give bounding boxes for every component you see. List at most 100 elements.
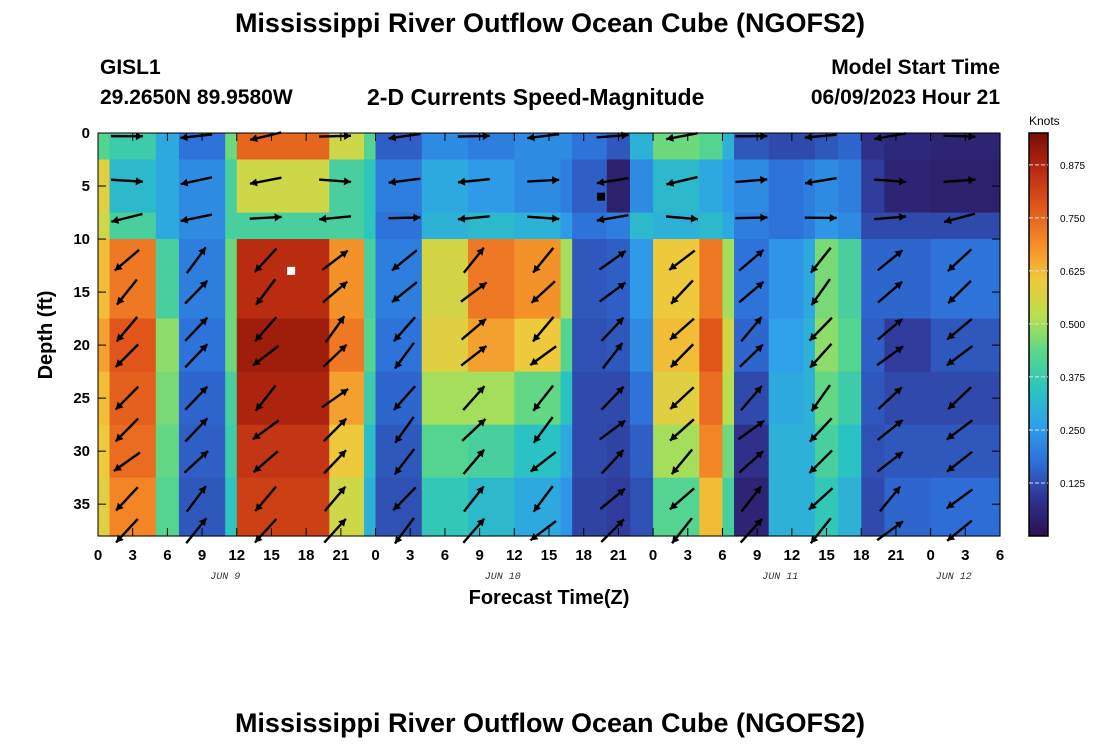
heat-cell [363, 159, 377, 214]
vector-arrow [457, 214, 490, 223]
arrow-head [478, 345, 487, 354]
heat-cell [560, 159, 573, 214]
heat-cell [803, 159, 816, 214]
vector-arrow [115, 518, 139, 544]
heat-cell [98, 133, 111, 161]
colorbar-ramp [1028, 132, 1049, 537]
heat-cell [884, 424, 932, 479]
heat-cell [363, 477, 377, 537]
vector-arrow [249, 176, 282, 187]
heat-cell [734, 239, 770, 320]
vector-arrow [943, 176, 976, 185]
arrow-head [392, 262, 400, 271]
vector-arrow [737, 419, 766, 441]
arrow-head [180, 215, 189, 224]
arrow-head [810, 535, 819, 544]
heat-cell [629, 318, 654, 373]
heat-cell [699, 239, 724, 320]
heat-cell [225, 133, 238, 161]
x-axis: 0 3 6 9 12 15 18 21 0 3 6 9 12 15 18 21 0 3 6 9 12 15 18 21 0 3 6 J… [94, 133, 1004, 583]
colorbar: Knots 0.125 0.250 0.375 0.500 0.625 0.750 0.87… [1028, 114, 1085, 537]
heat-cell [155, 424, 180, 479]
vector-arrow [322, 343, 348, 368]
arrow-head [671, 466, 680, 475]
arrow-head [946, 432, 955, 440]
heat-cell [560, 477, 573, 537]
vector-arrow [879, 485, 902, 513]
vector-arrow [322, 280, 349, 304]
vector-arrow [804, 176, 837, 187]
arrow-head [946, 464, 955, 472]
heat-cell [375, 159, 423, 214]
arrow-head [198, 486, 206, 495]
heat-cell [838, 133, 862, 161]
vector-arrow [738, 450, 765, 474]
arrow-head [894, 419, 903, 428]
heat-cell [560, 133, 573, 161]
colorbar-tick-label: 0.750 [1060, 214, 1085, 225]
x-tick-label: 0 [94, 547, 102, 564]
heat-cell [109, 371, 157, 426]
vector-arrow [876, 249, 904, 272]
vector-arrow [876, 520, 904, 542]
x-tick-label: 6 [718, 547, 726, 564]
arrow-head [116, 333, 125, 342]
heat-cell [421, 239, 469, 320]
arrow-head [388, 133, 397, 142]
vector-arrow [253, 247, 278, 273]
arrow-head [482, 131, 490, 140]
heat-cell [861, 212, 885, 240]
arrow-head [532, 333, 541, 342]
vector-arrow [877, 317, 904, 341]
heat-cell [838, 424, 862, 479]
arrow-head [811, 297, 819, 306]
vector-arrow [738, 248, 765, 272]
heat-cell [699, 318, 724, 373]
heat-cell [225, 318, 238, 373]
arrow-head [894, 451, 903, 460]
vector-arrow [600, 316, 625, 342]
heat-cell [722, 212, 735, 240]
vector-arrow [460, 344, 488, 367]
vector-arrow [321, 387, 349, 409]
arrow-head [615, 317, 624, 326]
heat-cell [768, 424, 805, 479]
arrow-head [804, 178, 813, 187]
heat-cell [560, 239, 573, 320]
vector-arrow [671, 517, 693, 544]
vector-arrow [111, 212, 143, 224]
heat-cell [468, 424, 515, 479]
heat-cell [155, 318, 180, 373]
date-label: JUN 12 [936, 572, 972, 583]
y-tick-label: 20 [73, 337, 90, 354]
arrow-head [111, 216, 120, 224]
heat-cell [572, 239, 608, 320]
arrow-head [760, 213, 768, 222]
station-marker [287, 266, 296, 275]
vector-arrow [808, 417, 833, 443]
vector-arrow [254, 518, 278, 544]
heat-cell [838, 212, 862, 240]
arrow-head [551, 176, 560, 185]
heat-cell [421, 371, 469, 426]
vector-arrow [113, 248, 140, 272]
arrow-head [115, 502, 124, 511]
arrow-head [338, 450, 347, 458]
heat-cell [699, 371, 724, 426]
vector-arrow [666, 175, 698, 187]
arrow-head [339, 250, 348, 259]
vector-arrow [668, 249, 696, 271]
vector-arrow [874, 213, 907, 222]
vector-arrow [115, 316, 139, 343]
vector-arrow [810, 384, 831, 412]
heat-cell [178, 159, 226, 214]
heat-cell [768, 133, 805, 161]
vector-arrow [804, 133, 837, 141]
vector-arrow [946, 318, 973, 341]
arrow-head [947, 331, 956, 340]
vector-arrow [388, 177, 421, 186]
arrow-head [476, 247, 484, 256]
arrow-head [393, 402, 402, 411]
arrow-head [113, 463, 122, 472]
heat-cell [803, 477, 816, 537]
